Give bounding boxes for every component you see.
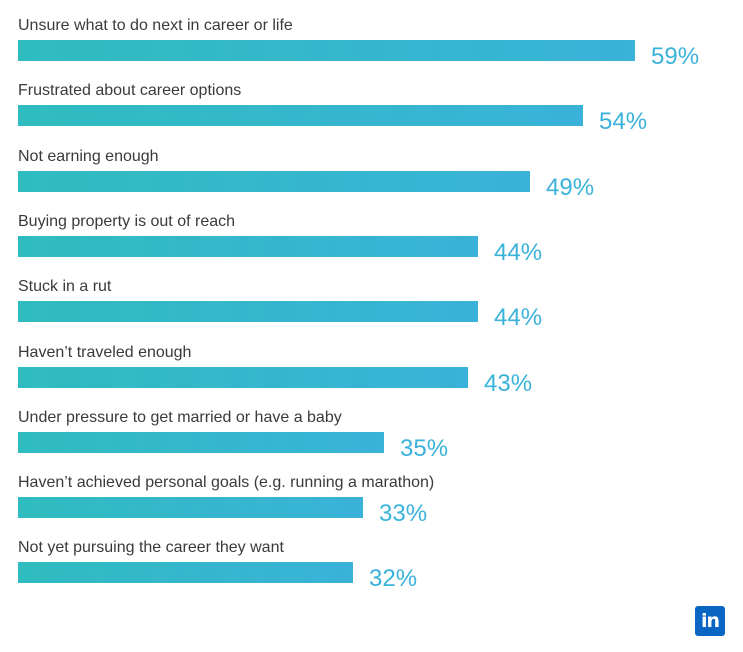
bar-row: Haven’t achieved personal goals (e.g. ru… [0,474,743,534]
bar [18,170,530,192]
bar-value-label: 49% [546,173,595,201]
bar-row: Under pressure to get married or have a … [0,409,743,469]
bar-row: Buying property is out of reach 44% [0,213,743,273]
bar-category-label: Buying property is out of reach [18,212,236,230]
bar-row: Not earning enough 49% [0,148,743,208]
bar [18,105,583,127]
bar-row: Stuck in a rut 44% [0,278,743,338]
bar-value-label: 59% [651,43,700,70]
bar-value-label: 32% [369,565,418,593]
bar-category-label: Not earning enough [18,147,159,165]
bar-category-label: Under pressure to get married or have a … [18,408,342,426]
bar-value-label: 35% [400,434,449,462]
bar-category-label: Haven’t achieved personal goals (e.g. ru… [18,474,435,492]
bar-category-label: Stuck in a rut [18,278,112,296]
bar-row: Not yet pursuing the career they want 32% [0,539,743,599]
bar-value-label: 33% [379,500,428,528]
bar [18,40,635,61]
bar-row: Haven’t traveled enough 43% [0,344,743,404]
bar [18,497,363,519]
bar [18,562,353,584]
bar [18,235,478,257]
bar-category-label: Frustrated about career options [18,82,242,100]
bar-value-label: 44% [494,304,543,332]
bar [18,431,384,453]
bar-row: Frustrated about career options 54% [0,82,743,142]
bar-category-label: Haven’t traveled enough [18,343,192,361]
bar [18,301,478,323]
bar-row: Unsure what to do next in career or life… [0,17,743,77]
bar [18,366,468,388]
bar-value-label: 44% [494,238,543,266]
bar-category-label: Unsure what to do next in career or life [18,17,293,34]
linkedin-icon: in [695,606,725,636]
bar-value-label: 43% [484,369,533,397]
bar-value-label: 54% [599,108,648,136]
bar-category-label: Not yet pursuing the career they want [18,539,284,557]
